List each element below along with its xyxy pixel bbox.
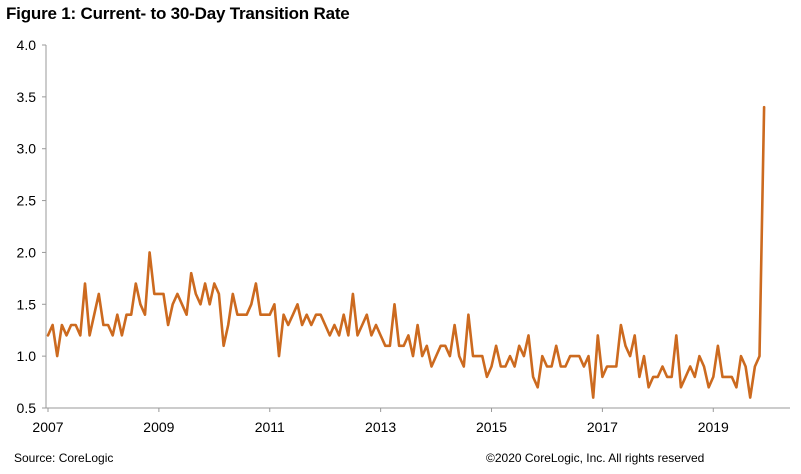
y-tick-label: 4.0 <box>17 37 37 53</box>
y-tick-label: 0.5 <box>17 400 37 416</box>
y-tick-label: 1.5 <box>17 296 37 312</box>
x-tick-label: 2009 <box>143 419 174 435</box>
x-tick-label: 2017 <box>587 419 618 435</box>
x-tick-label: 2013 <box>365 419 396 435</box>
series-group <box>46 105 766 399</box>
x-tick-label: 2011 <box>255 419 285 435</box>
axes <box>45 45 790 409</box>
y-axis-ticks: 0.5 1.0 1.5 2.0 2.5 3.0 3.5 4.0 <box>17 37 46 416</box>
y-tick-label: 2.5 <box>17 193 37 209</box>
x-tick-label: 2015 <box>476 419 507 435</box>
copyright-note: ©2020 CoreLogic, Inc. All rights reserve… <box>486 451 705 465</box>
x-tick-label: 2007 <box>32 419 63 435</box>
y-tick-label: 1.0 <box>17 348 37 364</box>
y-tick-label: 3.5 <box>17 89 37 105</box>
chart-title: Figure 1: Current- to 30-Day Transition … <box>6 4 350 23</box>
y-tick-label: 2.0 <box>17 244 37 260</box>
x-tick-label: 2019 <box>698 419 729 435</box>
x-axis-ticks: 2007 2009 2011 2013 2015 2017 2019 <box>32 408 729 435</box>
series-line <box>46 105 766 399</box>
y-tick-label: 3.0 <box>17 141 37 157</box>
source-note: Source: CoreLogic <box>14 451 114 465</box>
